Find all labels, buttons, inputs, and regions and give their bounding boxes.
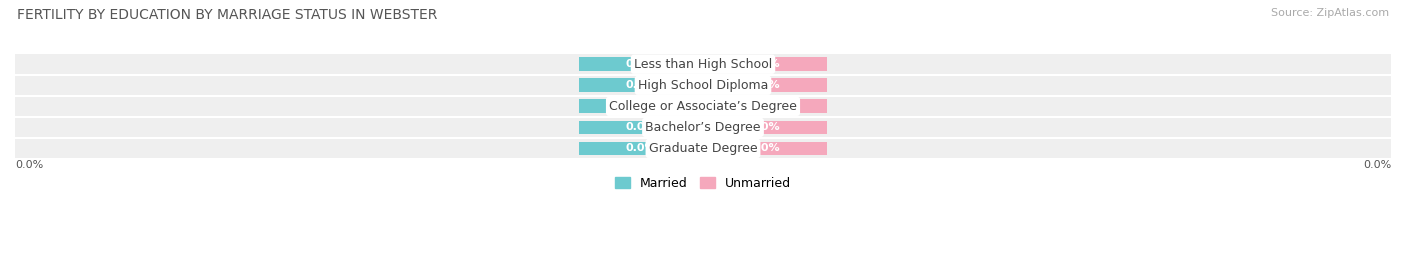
Bar [579,79,703,92]
Bar [703,141,827,155]
Text: 0.0%: 0.0% [749,59,780,69]
Text: Less than High School: Less than High School [634,58,772,71]
Text: 0.0%: 0.0% [626,59,657,69]
Bar [15,139,1391,158]
Text: 0.0%: 0.0% [15,160,44,170]
Bar [579,141,703,155]
Bar [703,121,827,134]
Legend: Married, Unmarried: Married, Unmarried [610,172,796,194]
Bar [703,79,827,92]
Bar [15,118,1391,137]
Text: 0.0%: 0.0% [749,80,780,90]
Text: 0.0%: 0.0% [1362,160,1391,170]
Text: 0.0%: 0.0% [749,143,780,153]
Text: 0.0%: 0.0% [626,101,657,111]
Text: Source: ZipAtlas.com: Source: ZipAtlas.com [1271,8,1389,18]
Bar [579,100,703,113]
Text: College or Associate’s Degree: College or Associate’s Degree [609,100,797,113]
Text: FERTILITY BY EDUCATION BY MARRIAGE STATUS IN WEBSTER: FERTILITY BY EDUCATION BY MARRIAGE STATU… [17,8,437,22]
Text: 0.0%: 0.0% [749,122,780,132]
Bar [579,121,703,134]
Bar [703,57,827,71]
Bar [579,57,703,71]
Bar [15,76,1391,95]
Text: High School Diploma: High School Diploma [638,79,768,92]
Bar [703,100,827,113]
Text: Graduate Degree: Graduate Degree [648,142,758,155]
Bar [15,97,1391,116]
Text: Bachelor’s Degree: Bachelor’s Degree [645,121,761,134]
Text: 0.0%: 0.0% [626,122,657,132]
Text: 0.0%: 0.0% [626,80,657,90]
Text: 0.0%: 0.0% [626,143,657,153]
Bar [15,54,1391,74]
Text: 0.0%: 0.0% [749,101,780,111]
